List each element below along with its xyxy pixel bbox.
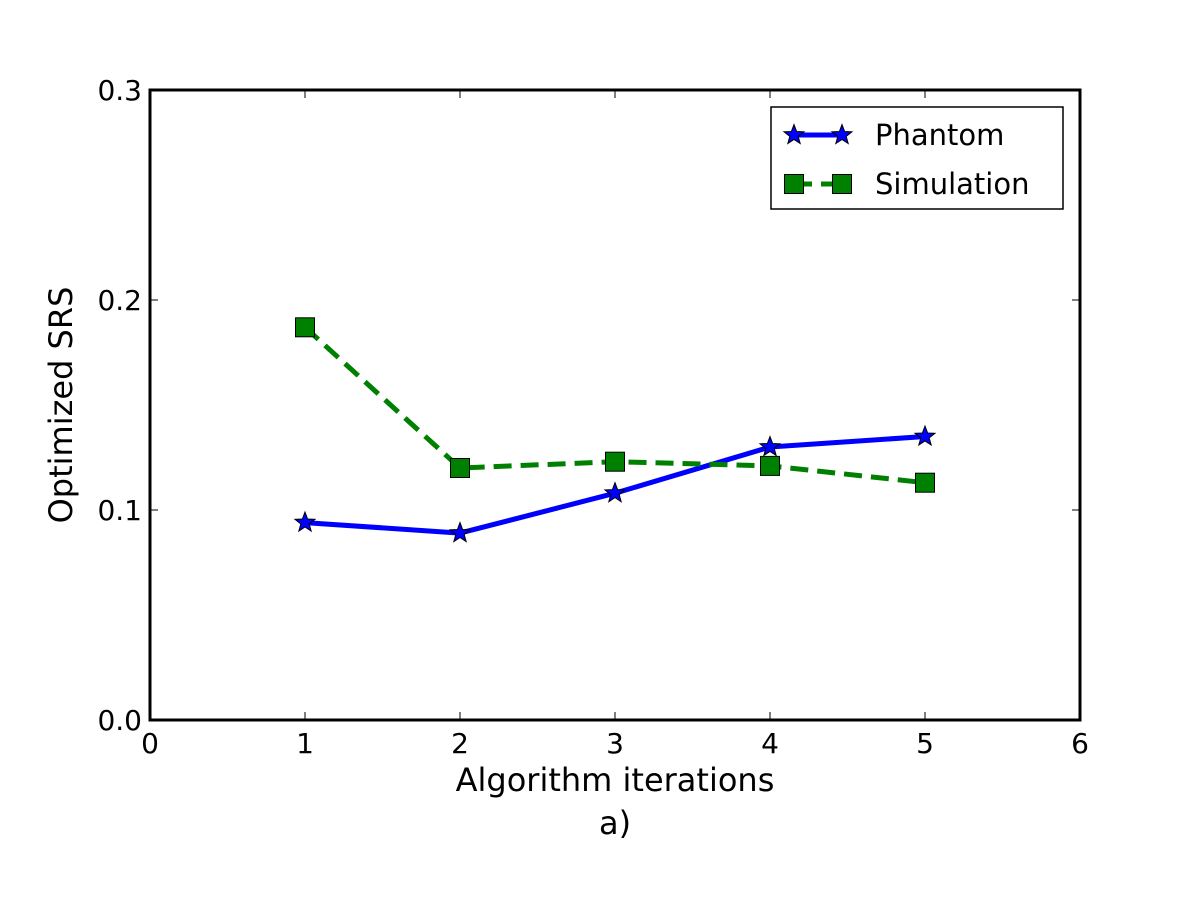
y-tick-label: 0.0 <box>97 704 142 737</box>
data-point-phantom <box>913 424 937 447</box>
y-tick-label: 0.3 <box>97 74 142 107</box>
y-axis-label: Optimized SRS <box>42 287 80 524</box>
x-tick-label: 5 <box>916 727 934 760</box>
legend-marker-simulation <box>784 174 804 194</box>
figure-sublabel: a) <box>599 804 631 842</box>
data-point-simulation <box>295 317 315 338</box>
legend-entry-phantom: Phantom <box>782 118 1004 152</box>
x-tick-label: 6 <box>1071 727 1089 760</box>
y-tick-label: 0.1 <box>97 494 142 527</box>
data-point-phantom <box>603 481 627 503</box>
legend-entries: Phantom Simulation <box>782 118 1029 201</box>
data-point-simulation <box>450 458 470 478</box>
data-point-phantom <box>293 510 317 533</box>
legend-label-phantom: Phantom <box>875 118 1004 152</box>
legend: Phantom Simulation <box>770 106 1064 210</box>
legend-marker-phantom <box>830 123 854 145</box>
series-phantom <box>293 424 937 543</box>
data-point-simulation <box>605 451 625 472</box>
legend-marker-simulation <box>832 174 852 194</box>
legend-entry-simulation: Simulation <box>784 167 1029 201</box>
series-layer <box>293 317 937 543</box>
series-simulation <box>295 317 935 493</box>
data-point-phantom <box>448 521 472 543</box>
ticks-layer: 0 1 2 3 4 5 6 0.0 0.1 0.2 0.3 <box>97 74 1088 760</box>
y-tick-label: 0.2 <box>97 284 142 317</box>
plot-frame <box>148 88 1082 722</box>
x-tick-label: 3 <box>606 727 624 760</box>
x-tick-label: 0 <box>141 727 159 760</box>
data-point-phantom <box>758 435 782 457</box>
x-tick-label: 2 <box>451 727 469 760</box>
legend-box <box>770 106 1064 210</box>
x-axis-label: Algorithm iterations <box>456 761 775 799</box>
data-point-simulation <box>915 472 935 493</box>
x-tick-label: 1 <box>296 727 314 760</box>
legend-marker-phantom <box>782 123 806 145</box>
data-point-simulation <box>760 455 780 476</box>
legend-label-simulation: Simulation <box>875 167 1029 201</box>
x-tick-label: 4 <box>761 727 779 760</box>
